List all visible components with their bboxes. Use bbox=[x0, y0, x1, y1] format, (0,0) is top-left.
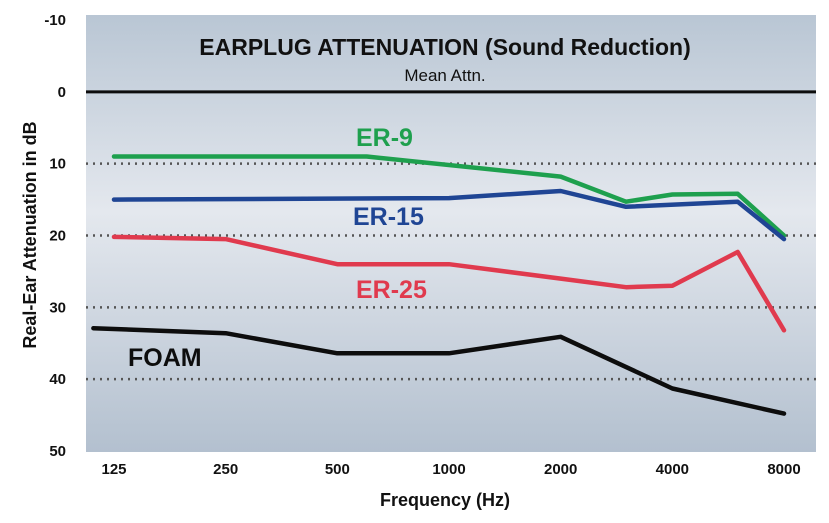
series-label-er-9: ER-9 bbox=[356, 124, 413, 152]
series-label-er-25: ER-25 bbox=[356, 276, 427, 304]
chart-title: EARPLUG ATTENUATION (Sound Reduction) bbox=[199, 34, 690, 60]
x-tick-label: 1000 bbox=[432, 461, 465, 478]
series-line-er-25 bbox=[111, 234, 787, 333]
series-line-er-9 bbox=[111, 154, 787, 238]
y-tick-label: 0 bbox=[58, 84, 66, 101]
series-lines bbox=[91, 154, 787, 416]
y-axis-title: Real-Ear Attenuation in dB bbox=[20, 121, 40, 348]
axis-ticks: -10 0 10 20 30 40 50 125 250 500 1000 2000 4000 8000 bbox=[44, 12, 800, 478]
series-label-er-15: ER-15 bbox=[353, 203, 424, 231]
series-line-er-15 bbox=[111, 188, 787, 242]
y-tick-label: 10 bbox=[49, 156, 66, 173]
x-tick-label: 4000 bbox=[656, 461, 689, 478]
x-tick-label: 250 bbox=[213, 461, 238, 478]
x-axis-title: Frequency (Hz) bbox=[380, 490, 510, 510]
series-label-foam: FOAM bbox=[128, 344, 202, 372]
x-tick-label: 125 bbox=[101, 461, 126, 478]
x-tick-label: 500 bbox=[325, 461, 350, 478]
series-line-foam bbox=[91, 325, 787, 416]
y-tick-label: -10 bbox=[44, 12, 66, 29]
y-tick-label: 20 bbox=[49, 227, 66, 244]
y-tick-label: 30 bbox=[49, 299, 66, 316]
y-tick-label: 40 bbox=[49, 371, 66, 388]
chart-subtitle: Mean Attn. bbox=[404, 66, 485, 85]
y-tick-label: 50 bbox=[49, 443, 66, 460]
x-tick-label: 2000 bbox=[544, 461, 577, 478]
x-tick-label: 8000 bbox=[767, 461, 800, 478]
